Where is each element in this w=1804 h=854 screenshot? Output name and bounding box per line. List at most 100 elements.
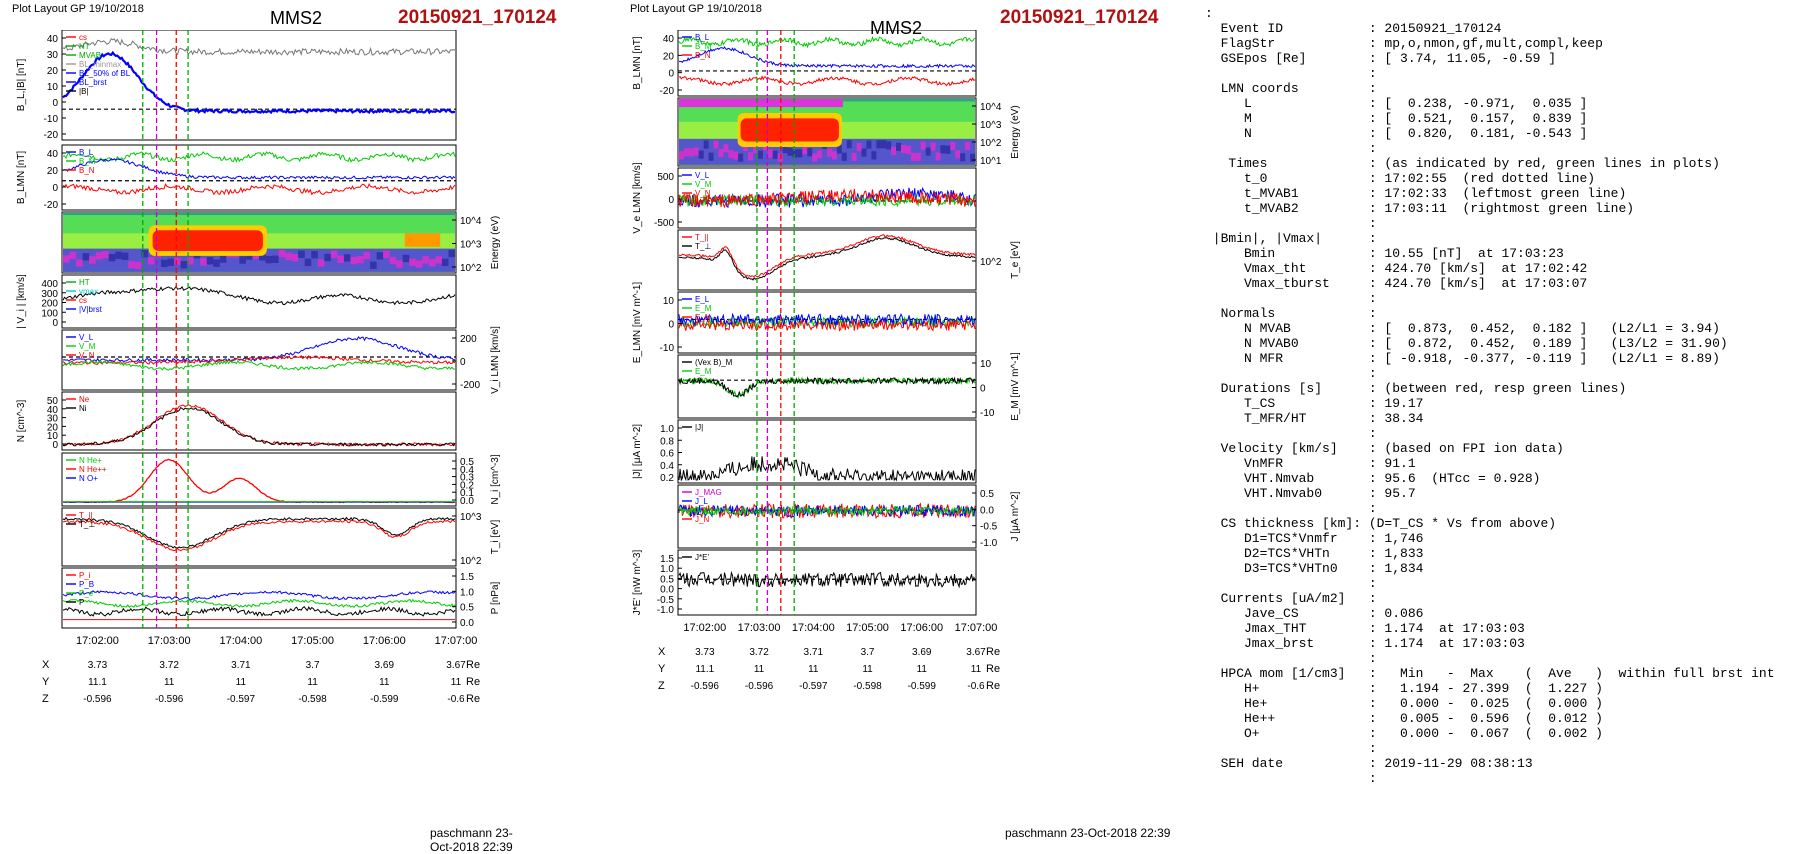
coord-value: 11.1 <box>88 677 107 688</box>
legend-entry: J_MAG <box>695 488 722 497</box>
spectrogram-noise <box>324 253 331 262</box>
time-tick-label: 17:05:00 <box>846 622 889 634</box>
spectrogram-noise <box>688 148 694 157</box>
time-tick-label: 17:06:00 <box>900 622 943 634</box>
spectrogram-noise <box>167 258 175 266</box>
time-tick-label: 17:04:00 <box>792 622 835 634</box>
tick-label: 0.6 <box>660 449 674 460</box>
spectrogram-noise <box>200 258 207 266</box>
legend-entry: E_N <box>695 313 711 322</box>
spectrogram-noise <box>343 254 351 262</box>
coord-label: X <box>42 659 50 671</box>
spectrogram-noise <box>363 251 371 260</box>
spectrogram-noise <box>376 252 384 260</box>
tick-label: -20 <box>44 130 59 141</box>
legend-entry: P_e <box>79 589 94 598</box>
tick-label: -10 <box>44 114 59 125</box>
spectrogram-noise <box>802 145 808 155</box>
legend-entry: HT <box>79 278 90 287</box>
info-line: Jmax_brst : 1.174 at 17:03:03 <box>1205 636 1525 651</box>
tick-label: -1.0 <box>980 538 998 549</box>
info-line: : <box>1205 426 1377 441</box>
info-line: N : [ 0.820, 0.181, -0.543 ] <box>1205 126 1588 141</box>
info-line: HPCA mom [1/cm3] : Min - Max ( Ave ) wit… <box>1205 666 1775 681</box>
coord-value: 3.67 <box>966 647 986 658</box>
coord-value: 3.69 <box>912 647 932 658</box>
tick-label: 20 <box>663 51 675 62</box>
spectrogram-noise <box>718 149 724 158</box>
tick-label: 0.0 <box>660 585 674 596</box>
spectrogram-noise <box>812 153 818 162</box>
tick-label: 1.5 <box>460 572 474 583</box>
coord-unit: Re <box>986 663 1000 675</box>
coord-value: 11 <box>862 664 873 675</box>
time-tick-label: 17:04:00 <box>219 635 262 647</box>
legend-entry: (Vex B)_M <box>695 358 733 367</box>
tick-label: 1.5 <box>660 554 674 565</box>
layout-label: Plot Layout GP 19/10/2018 <box>12 3 144 15</box>
tick-label: 0 <box>52 183 58 194</box>
tick-label: 1.0 <box>660 424 674 435</box>
info-line: VHT.Nmvab : 95.6 (HTcc = 0.928) <box>1205 471 1541 486</box>
y-axis-label: E_LMN [mV m^-1] <box>632 282 643 364</box>
panel-9: 1.5 1.0 0.5 0.0 P [nPa] P_iP_BP_eP <box>61 567 501 629</box>
panel-frame <box>61 211 457 274</box>
left-footer: paschmann 23-Oct-2018 22:39 <box>430 826 513 854</box>
spectrogram-noise <box>259 253 266 261</box>
legend-entry: |V|brst <box>79 305 103 314</box>
spectrogram-noise <box>206 257 214 265</box>
series-line <box>62 183 456 196</box>
info-line: He+ : 0.000 - 0.025 ( 0.000 ) <box>1205 696 1603 711</box>
tick-label: 500 <box>657 172 674 183</box>
coord-value: 3.73 <box>88 660 108 671</box>
series-line <box>62 598 456 609</box>
tick-label: 0.2 <box>660 473 674 484</box>
time-tick-label: 17:03:00 <box>148 635 191 647</box>
series-line <box>62 590 456 601</box>
tick-label: 1.0 <box>460 587 474 598</box>
spectrogram-noise <box>63 255 70 263</box>
series-line <box>62 158 456 180</box>
coord-value: 11.1 <box>695 664 714 675</box>
info-line: LMN coords : <box>1205 81 1377 96</box>
spectrogram-noise <box>886 141 892 150</box>
spectrogram-noise <box>930 142 936 151</box>
info-line: SEH date : 2019-11-29 08:38:13 <box>1205 756 1533 771</box>
series-line <box>678 502 976 520</box>
spectrogram-noise <box>728 150 734 159</box>
coord-value: 3.7 <box>306 660 320 671</box>
panel-frame <box>677 167 977 229</box>
series-line <box>678 505 976 517</box>
spectrogram-noise <box>389 256 397 265</box>
series-line <box>62 285 456 306</box>
spectrogram-noise <box>945 145 951 154</box>
panel-frame <box>61 567 457 629</box>
spectrogram-noise <box>337 255 344 263</box>
panel-5: 10 0 -10 E_LMN [mV m^-1] E_LE_ME_N <box>632 282 977 364</box>
legend-entry: BL_50% of BL <box>79 69 131 78</box>
info-line: VHT.Nmvab0 : 95.7 <box>1205 486 1416 501</box>
spectrogram-noise <box>871 151 877 160</box>
tick-label: 0 <box>668 69 674 80</box>
legend-entry: BL_minmax <box>79 60 121 69</box>
spectrogram-noise <box>95 252 103 260</box>
legend-entry: B_M <box>79 157 96 166</box>
coord-label: Y <box>658 663 666 675</box>
tick-label: 0 <box>52 98 58 109</box>
panel-frame <box>677 229 977 291</box>
spectrogram-noise <box>856 142 862 152</box>
info-line: t_0 : 17:02:55 (red dotted line) <box>1205 171 1596 186</box>
y-axis-label: B_L,|B| [nT] <box>16 59 27 112</box>
spectrogram-noise <box>683 148 689 157</box>
y-axis-label: |J| [μA m^-2] <box>632 424 643 479</box>
series-line <box>678 570 976 589</box>
spectrogram-noise <box>187 257 194 265</box>
spectrogram-noise <box>89 256 96 264</box>
info-line: Jmax_THT : 1.174 at 17:03:03 <box>1205 621 1525 636</box>
coord-value: -0.597 <box>799 681 828 692</box>
coord-unit: Re <box>466 693 480 705</box>
time-tick-label: 17:02:00 <box>683 622 726 634</box>
tick-label: 10 <box>47 431 59 442</box>
spectrogram-band <box>679 99 843 108</box>
